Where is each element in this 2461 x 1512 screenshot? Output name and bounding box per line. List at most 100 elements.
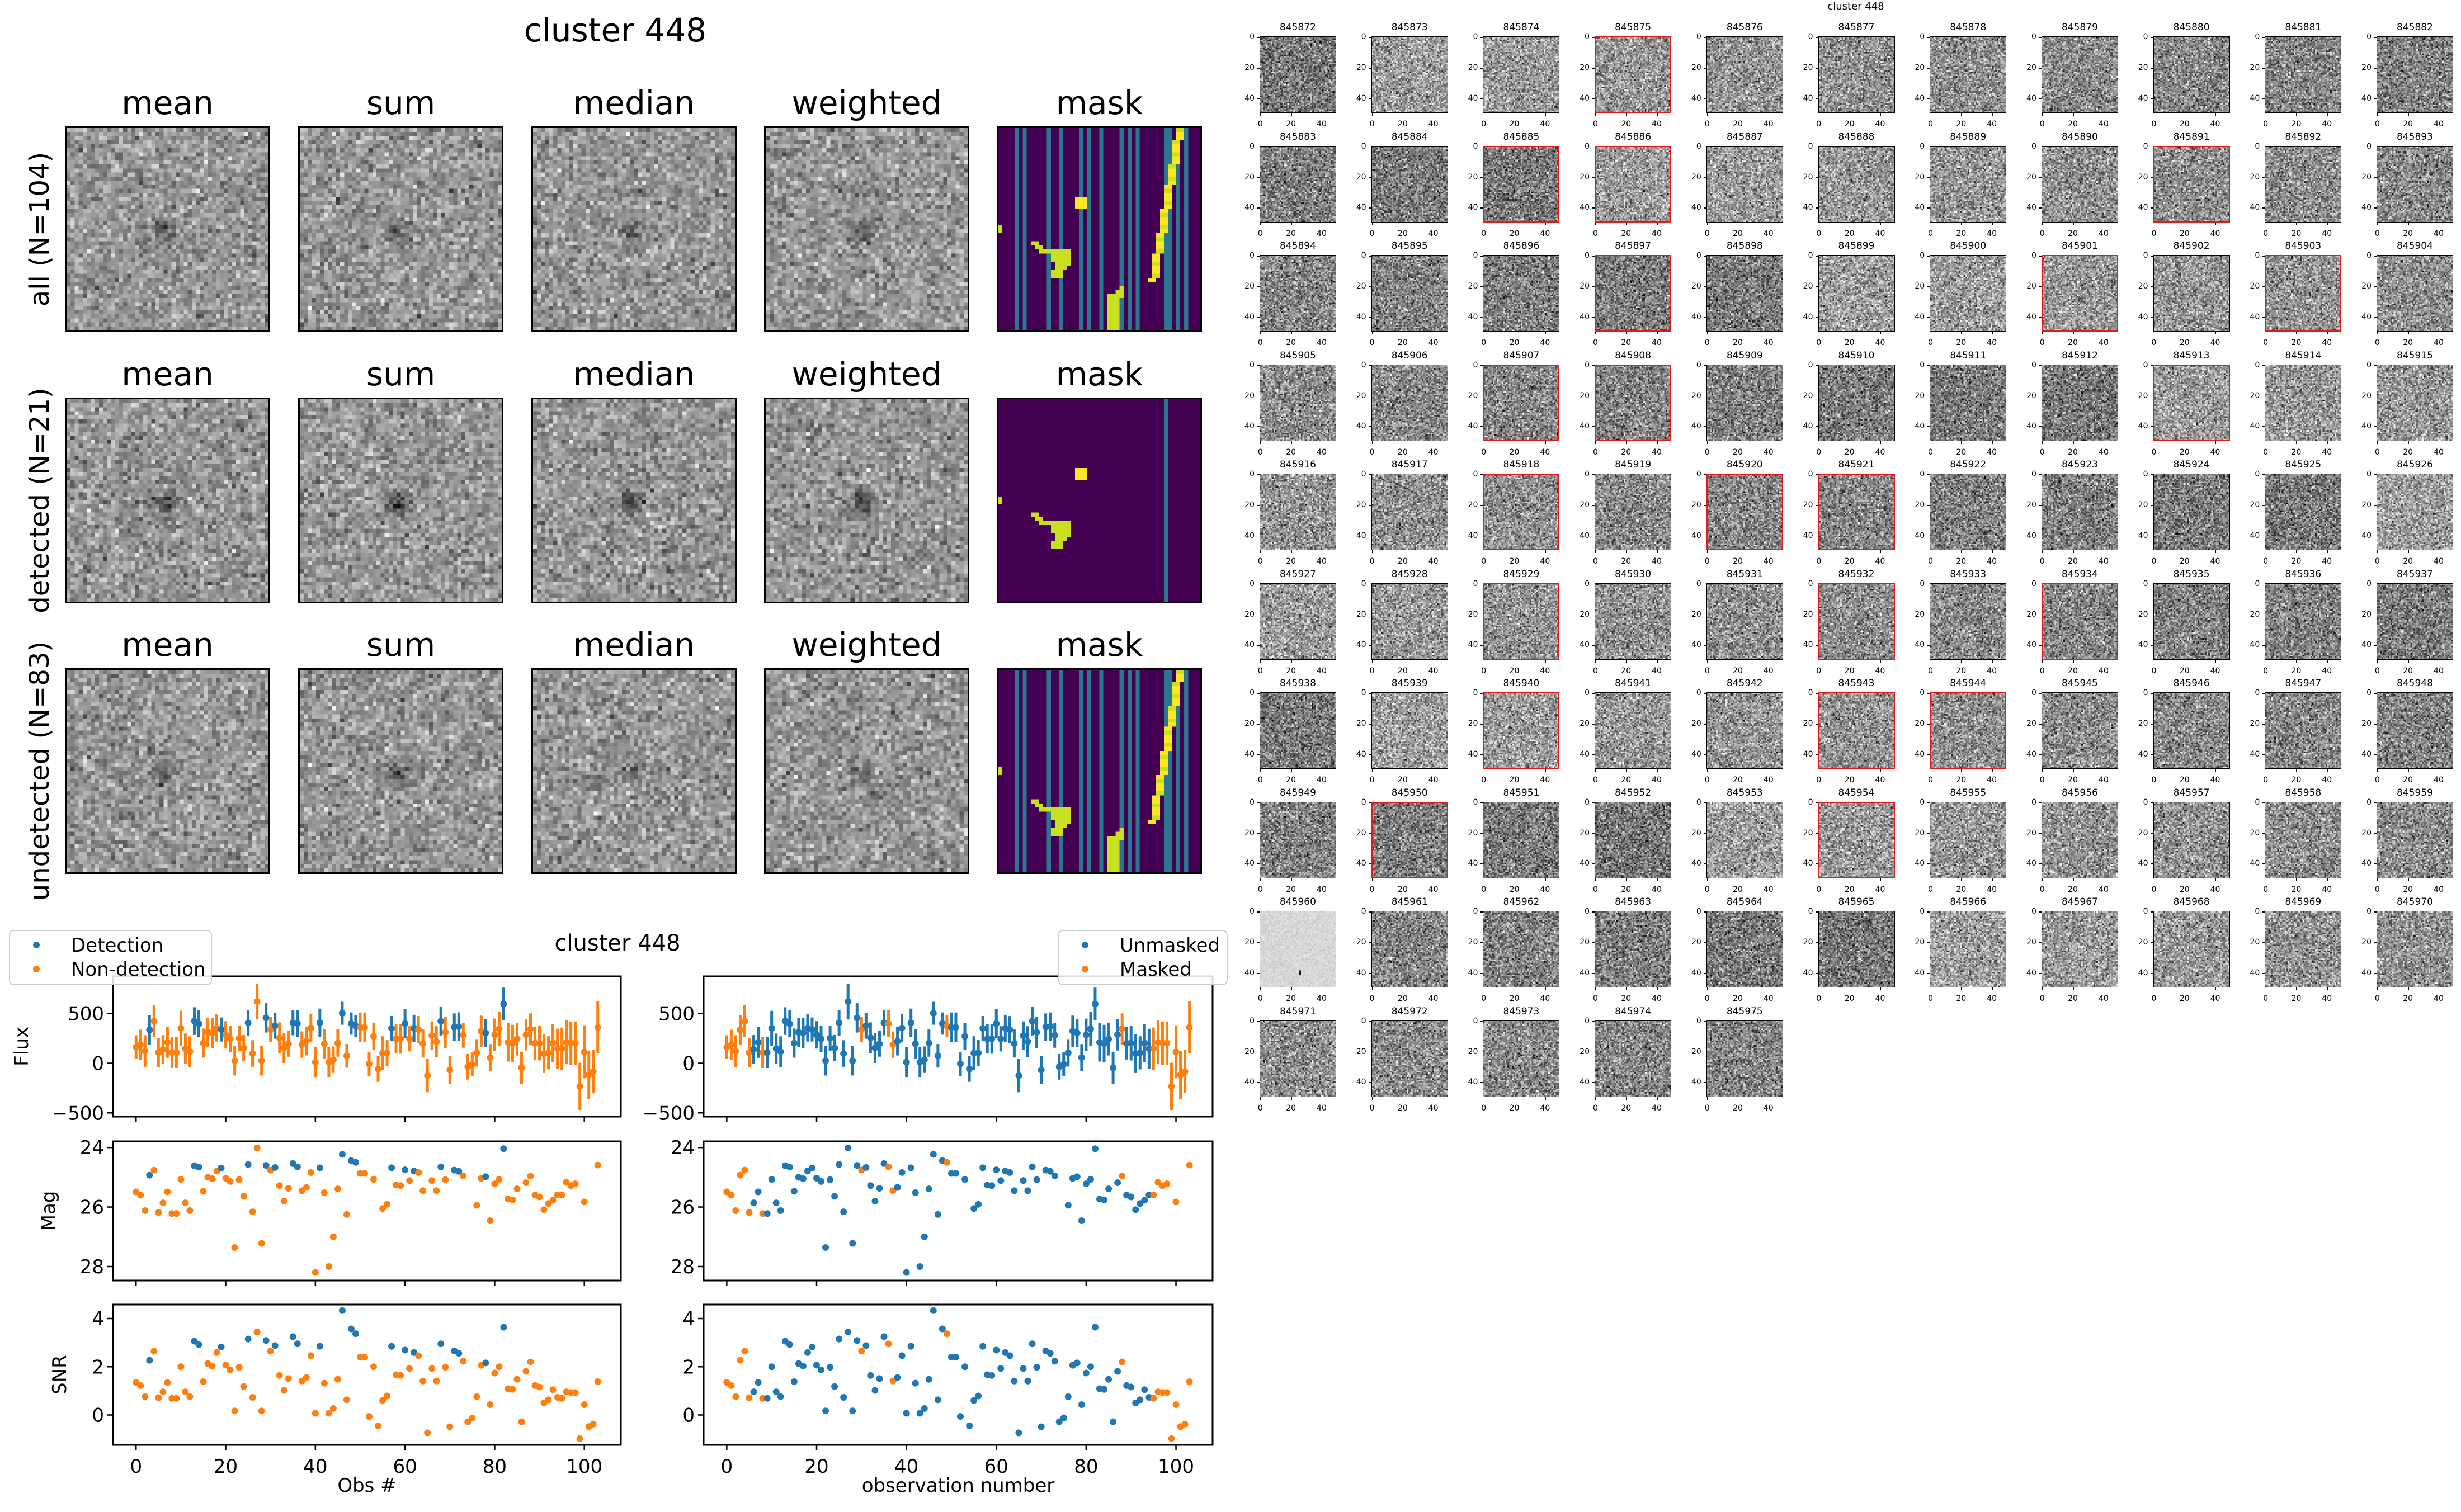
cutout-thumbnail[interactable]: 845899 0 0 20 20 40 40 [1803,240,1895,347]
cutout-thumbnail[interactable]: 845920 0 0 20 20 40 40 [1691,459,1783,565]
cutout-thumbnail[interactable]: 845892 0 0 20 20 40 40 [2250,131,2342,238]
cutout-thumbnail[interactable]: 845912 0 0 20 20 40 40 [2026,350,2118,456]
cutout-thumbnail[interactable]: 845966 0 0 20 20 40 40 [1915,896,2007,1003]
cutout-thumbnail[interactable]: 845914 0 0 20 20 40 40 [2250,350,2342,456]
cutout-thumbnail[interactable]: 845919 0 0 20 20 40 40 [1580,459,1672,565]
cutout-thumbnail[interactable]: 845882 0 0 20 20 40 40 [2361,22,2453,128]
cutout-thumbnail[interactable]: 845972 0 0 20 20 40 40 [1356,1006,1448,1112]
cutout-thumbnail[interactable]: 845928 0 0 20 20 40 40 [1356,569,1448,675]
cutout-thumbnail[interactable]: 845970 0 0 20 20 40 40 [2361,896,2453,1003]
cutout-thumbnail[interactable]: 845875 0 0 20 20 40 40 [1580,22,1672,128]
cutout-thumbnail[interactable]: 845956 0 0 20 20 40 40 [2026,787,2118,894]
cutout-thumbnail[interactable]: 845942 0 0 20 20 40 40 [1691,678,1783,784]
cutout-thumbnail[interactable]: 845934 0 0 20 20 40 40 [2026,569,2118,675]
cutout-thumbnail[interactable]: 845971 0 0 20 20 40 40 [1244,1006,1336,1112]
cutout-thumbnail[interactable]: 845939 0 0 20 20 40 40 [1356,678,1448,784]
cutout-thumbnail[interactable]: 845959 0 0 20 20 40 40 [2361,787,2453,894]
cutout-thumbnail[interactable]: 845917 0 0 20 20 40 40 [1356,459,1448,565]
cutout-thumbnail[interactable]: 845936 0 0 20 20 40 40 [2250,569,2342,675]
cutout-thumbnail[interactable]: 845930 0 0 20 20 40 40 [1580,569,1672,675]
cutout-thumbnail[interactable]: 845922 0 0 20 20 40 40 [1915,459,2007,565]
cutout-thumbnail[interactable]: 845883 0 0 20 20 40 40 [1244,131,1336,238]
cutout-thumbnail[interactable]: 845881 0 0 20 20 40 40 [2250,22,2342,128]
cutout-thumbnail[interactable]: 845888 0 0 20 20 40 40 [1803,131,1895,238]
cutout-thumbnail[interactable]: 845895 0 0 20 20 40 40 [1356,240,1448,347]
cutout-thumbnail[interactable]: 845901 0 0 20 20 40 40 [2026,240,2118,347]
cutout-thumbnail[interactable]: 845878 0 0 20 20 40 40 [1915,22,2007,128]
cutout-thumbnail[interactable]: 845900 0 0 20 20 40 40 [1915,240,2007,347]
cutout-thumbnail[interactable]: 845885 0 0 20 20 40 40 [1468,131,1560,238]
cutout-thumbnail[interactable]: 845890 0 0 20 20 40 40 [2026,131,2118,238]
cutout-thumbnail[interactable]: 845893 0 0 20 20 40 40 [2361,131,2453,238]
cutout-thumbnail[interactable]: 845877 0 0 20 20 40 40 [1803,22,1895,128]
cutout-thumbnail[interactable]: 845925 0 0 20 20 40 40 [2250,459,2342,565]
cutout-thumbnail[interactable]: 845946 0 0 20 20 40 40 [2138,678,2230,784]
cutout-thumbnail[interactable]: 845923 0 0 20 20 40 40 [2026,459,2118,565]
cutout-thumbnail[interactable]: 845949 0 0 20 20 40 40 [1244,787,1336,894]
cutout-thumbnail[interactable]: 845903 0 0 20 20 40 40 [2250,240,2342,347]
cutout-thumbnail[interactable]: 845910 0 0 20 20 40 40 [1803,350,1895,456]
cutout-thumbnail[interactable]: 845937 0 0 20 20 40 40 [2361,569,2453,675]
cutout-thumbnail[interactable]: 845905 0 0 20 20 40 40 [1244,350,1336,456]
cutout-thumbnail[interactable]: 845897 0 0 20 20 40 40 [1580,240,1672,347]
cutout-thumbnail[interactable]: 845965 0 0 20 20 40 40 [1803,896,1895,1003]
cutout-thumbnail[interactable]: 845931 0 0 20 20 40 40 [1691,569,1783,675]
cutout-thumbnail[interactable]: 845913 0 0 20 20 40 40 [2138,350,2230,456]
cutout-thumbnail[interactable]: 845961 0 0 20 20 40 40 [1356,896,1448,1003]
cutout-thumbnail[interactable]: 845915 0 0 20 20 40 40 [2361,350,2453,456]
cutout-thumbnail[interactable]: 845918 0 0 20 20 40 40 [1468,459,1560,565]
cutout-thumbnail[interactable]: 845876 0 0 20 20 40 40 [1691,22,1783,128]
cutout-thumbnail[interactable]: 845952 0 0 20 20 40 40 [1580,787,1672,894]
cutout-thumbnail[interactable]: 845916 0 0 20 20 40 40 [1244,459,1336,565]
cutout-thumbnail[interactable]: 845909 0 0 20 20 40 40 [1691,350,1783,456]
cutout-thumbnail[interactable]: 845933 0 0 20 20 40 40 [1915,569,2007,675]
cutout-thumbnail[interactable]: 845955 0 0 20 20 40 40 [1915,787,2007,894]
cutout-thumbnail[interactable]: 845894 0 0 20 20 40 40 [1244,240,1336,347]
cutout-thumbnail[interactable]: 845879 0 0 20 20 40 40 [2026,22,2118,128]
cutout-thumbnail[interactable]: 845944 0 0 20 20 40 40 [1915,678,2007,784]
cutout-thumbnail[interactable]: 845950 0 0 20 20 40 40 [1356,787,1448,894]
cutout-thumbnail[interactable]: 845891 0 0 20 20 40 40 [2138,131,2230,238]
cutout-thumbnail[interactable]: 845929 0 0 20 20 40 40 [1468,569,1560,675]
cutout-thumbnail[interactable]: 845887 0 0 20 20 40 40 [1691,131,1783,238]
cutout-thumbnail[interactable]: 845960 0 0 20 20 40 40 [1244,896,1336,1003]
cutout-thumbnail[interactable]: 845898 0 0 20 20 40 40 [1691,240,1783,347]
cutout-thumbnail[interactable]: 845975 0 0 20 20 40 40 [1691,1006,1783,1112]
cutout-thumbnail[interactable]: 845947 0 0 20 20 40 40 [2250,678,2342,784]
cutout-thumbnail[interactable]: 845902 0 0 20 20 40 40 [2138,240,2230,347]
cutout-thumbnail[interactable]: 845896 0 0 20 20 40 40 [1468,240,1560,347]
cutout-thumbnail[interactable]: 845951 0 0 20 20 40 40 [1468,787,1560,894]
cutout-thumbnail[interactable]: 845973 0 0 20 20 40 40 [1468,1006,1560,1112]
cutout-thumbnail[interactable]: 845927 0 0 20 20 40 40 [1244,569,1336,675]
cutout-thumbnail[interactable]: 845935 0 0 20 20 40 40 [2138,569,2230,675]
cutout-thumbnail[interactable]: 845938 0 0 20 20 40 40 [1244,678,1336,784]
cutout-thumbnail[interactable]: 845948 0 0 20 20 40 40 [2361,678,2453,784]
cutout-thumbnail[interactable]: 845940 0 0 20 20 40 40 [1468,678,1560,784]
cutout-thumbnail[interactable]: 845954 0 0 20 20 40 40 [1803,787,1895,894]
cutout-thumbnail[interactable]: 845924 0 0 20 20 40 40 [2138,459,2230,565]
cutout-thumbnail[interactable]: 845958 0 0 20 20 40 40 [2250,787,2342,894]
cutout-thumbnail[interactable]: 845953 0 0 20 20 40 40 [1691,787,1783,894]
cutout-thumbnail[interactable]: 845921 0 0 20 20 40 40 [1803,459,1895,565]
cutout-thumbnail[interactable]: 845907 0 0 20 20 40 40 [1468,350,1560,456]
cutout-thumbnail[interactable]: 845873 0 0 20 20 40 40 [1356,22,1448,128]
cutout-thumbnail[interactable]: 845969 0 0 20 20 40 40 [2250,896,2342,1003]
cutout-thumbnail[interactable]: 845963 0 0 20 20 40 40 [1580,896,1672,1003]
cutout-thumbnail[interactable]: 845968 0 0 20 20 40 40 [2138,896,2230,1003]
cutout-thumbnail[interactable]: 845926 0 0 20 20 40 40 [2361,459,2453,565]
cutout-thumbnail[interactable]: 845962 0 0 20 20 40 40 [1468,896,1560,1003]
cutout-thumbnail[interactable]: 845943 0 0 20 20 40 40 [1803,678,1895,784]
cutout-thumbnail[interactable]: 845964 0 0 20 20 40 40 [1691,896,1783,1003]
cutout-thumbnail[interactable]: 845967 0 0 20 20 40 40 [2026,896,2118,1003]
cutout-thumbnail[interactable]: 845904 0 0 20 20 40 40 [2361,240,2453,347]
cutout-thumbnail[interactable]: 845872 0 0 20 20 40 40 [1244,22,1336,128]
cutout-thumbnail[interactable]: 845880 0 0 20 20 40 40 [2138,22,2230,128]
cutout-thumbnail[interactable]: 845908 0 0 20 20 40 40 [1580,350,1672,456]
cutout-thumbnail[interactable]: 845874 0 0 20 20 40 40 [1468,22,1560,128]
cutout-thumbnail[interactable]: 845974 0 0 20 20 40 40 [1580,1006,1672,1112]
cutout-thumbnail[interactable]: 845945 0 0 20 20 40 40 [2026,678,2118,784]
cutout-thumbnail[interactable]: 845884 0 0 20 20 40 40 [1356,131,1448,238]
cutout-thumbnail[interactable]: 845886 0 0 20 20 40 40 [1580,131,1672,238]
cutout-thumbnail[interactable]: 845957 0 0 20 20 40 40 [2138,787,2230,894]
cutout-thumbnail[interactable]: 845911 0 0 20 20 40 40 [1915,350,2007,456]
